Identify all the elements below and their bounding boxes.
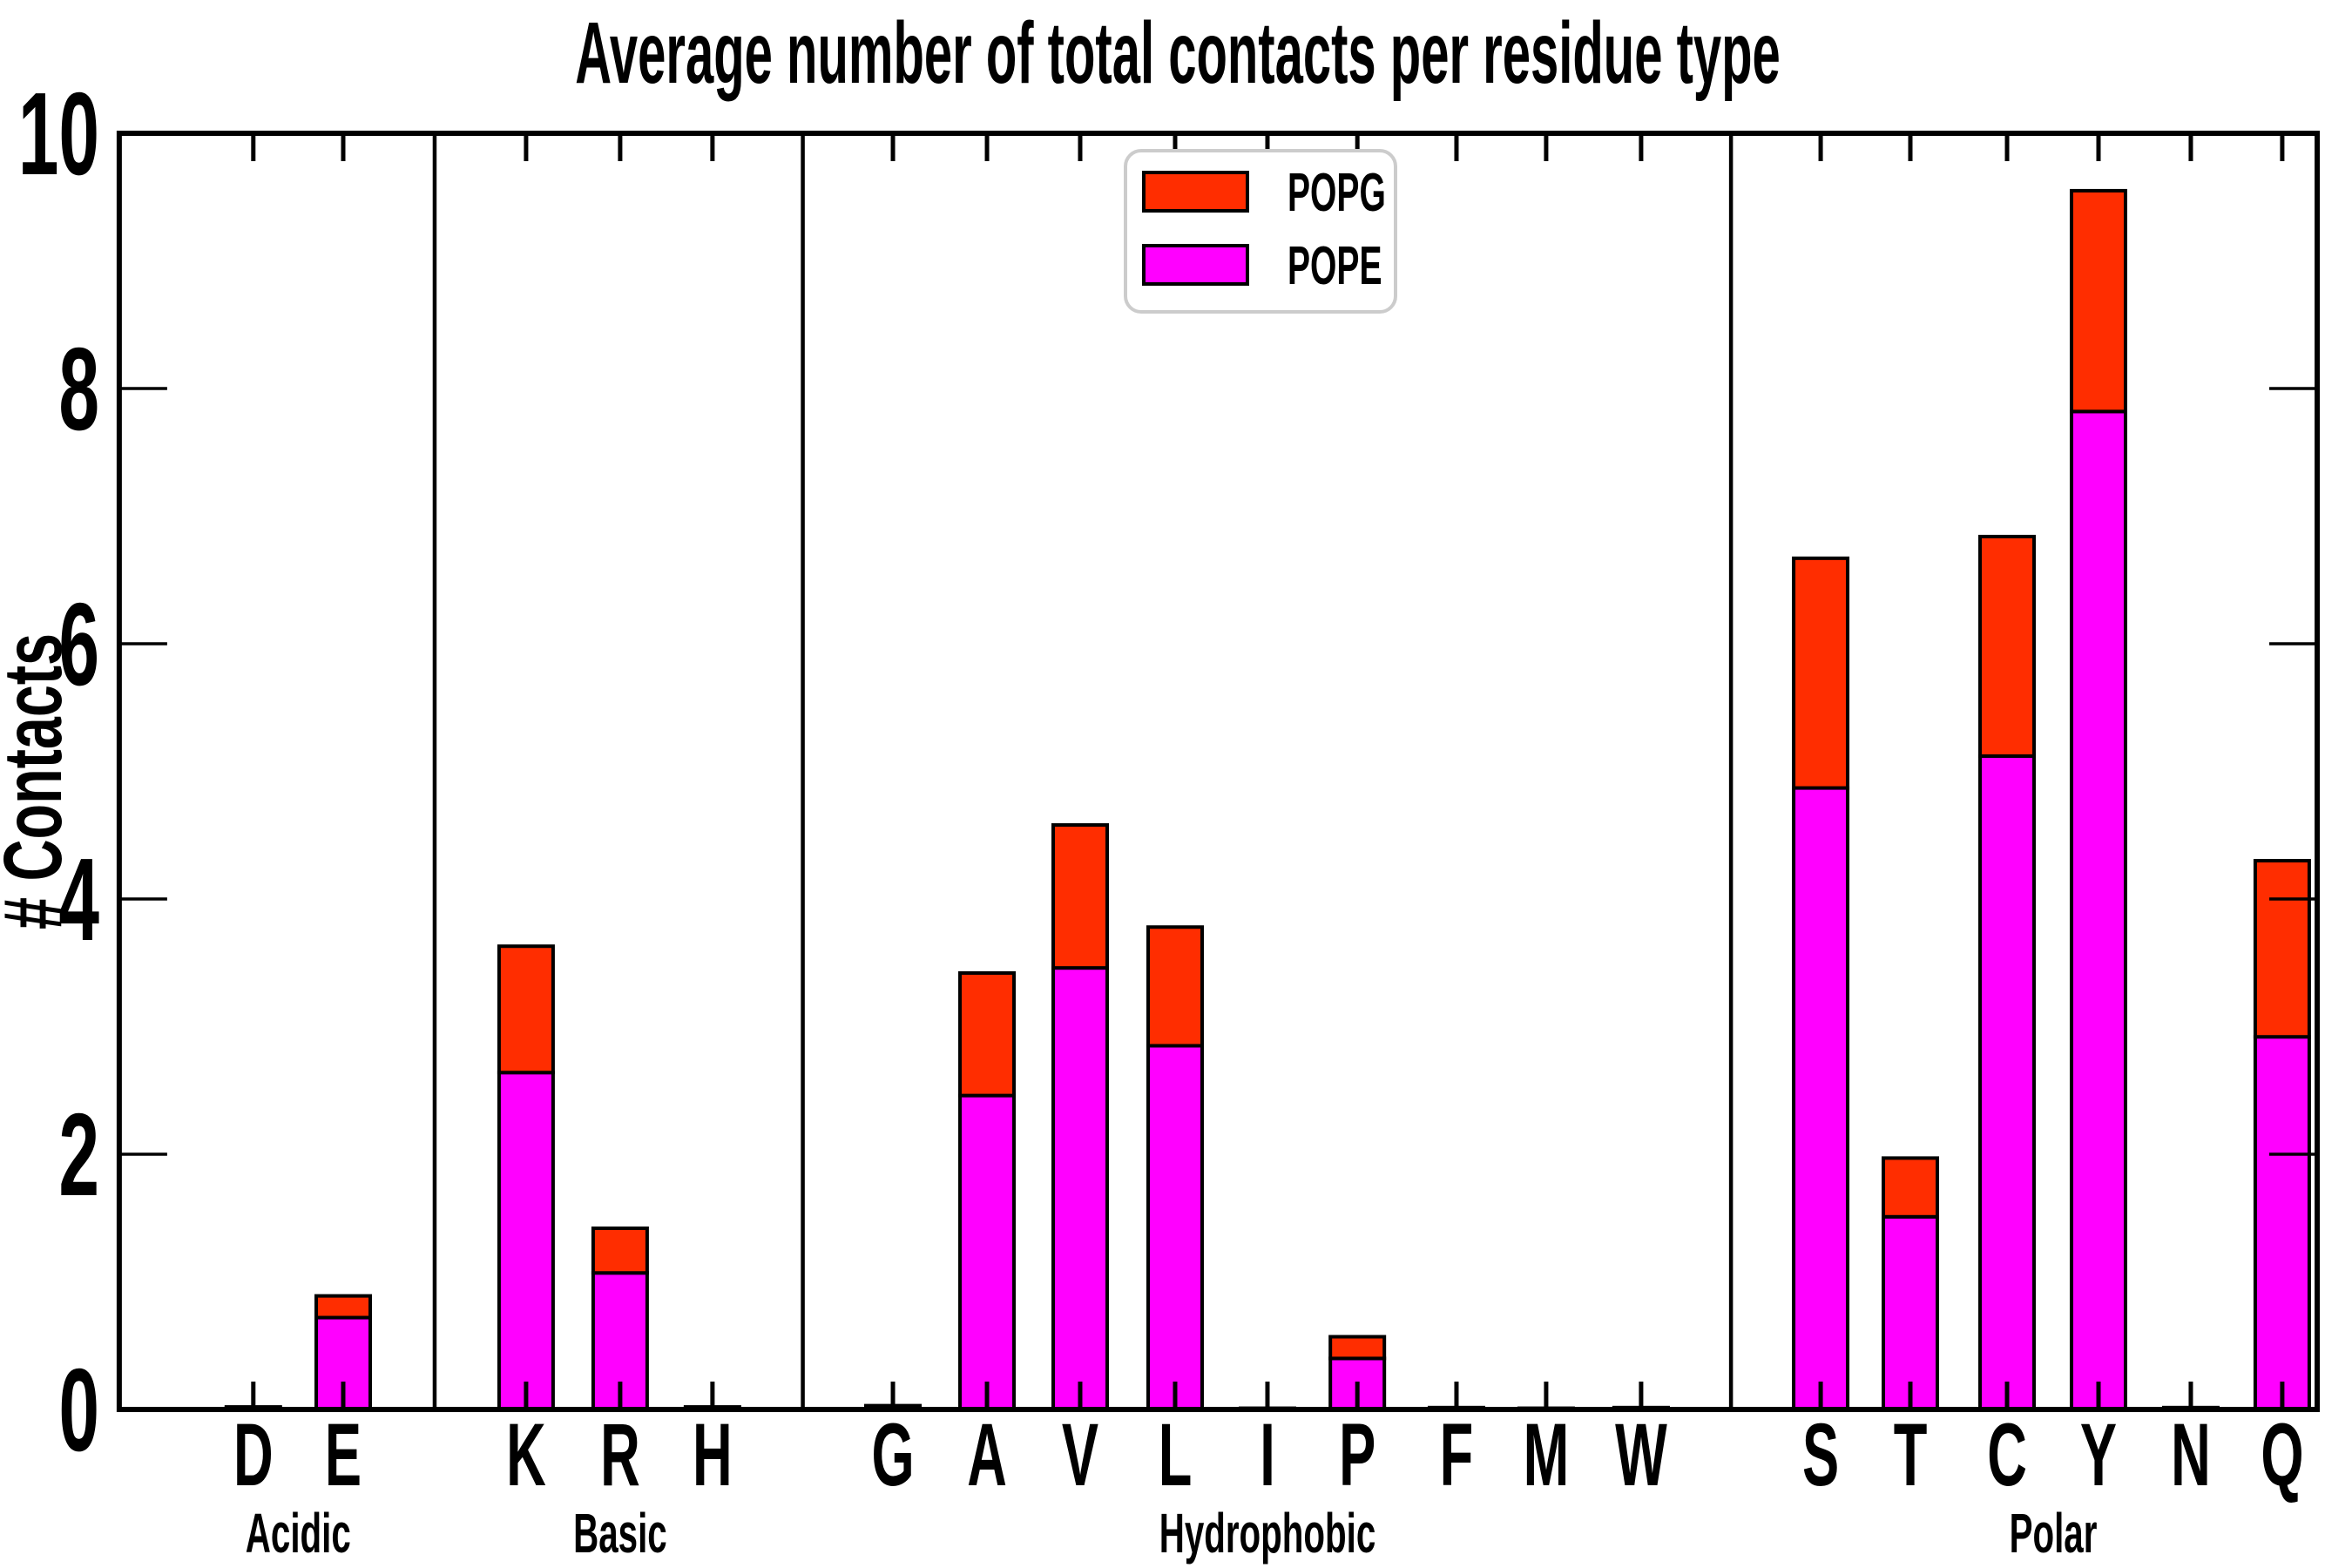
- bar-Y-popg: [2069, 188, 2127, 414]
- bar-P-popg: [1328, 1335, 1387, 1361]
- bar-S-popg: [1792, 556, 1850, 790]
- bar-E-popg: [314, 1294, 372, 1320]
- category-label-K: K: [506, 1404, 546, 1504]
- category-label-Q: Q: [2261, 1404, 2303, 1504]
- bar-L-popg: [1146, 925, 1205, 1048]
- ytick-label-8: 8: [58, 322, 99, 454]
- y-axis-label: # Contacts: [0, 633, 79, 929]
- group-label-polar: Polar: [2010, 1504, 2098, 1565]
- category-label-N: N: [2171, 1404, 2211, 1504]
- category-label-I: I: [1260, 1404, 1275, 1504]
- plot-frame: [116, 131, 2321, 1413]
- bar-Q-pope: [2253, 1035, 2311, 1412]
- group-label-hydrophobic: Hydrophobic: [1159, 1504, 1376, 1565]
- bar-Q-popg: [2253, 859, 2311, 1039]
- ytick-label-10: 10: [18, 67, 99, 199]
- bar-T-popg: [1882, 1156, 1940, 1219]
- category-label-P: P: [1339, 1404, 1375, 1504]
- ytick-label-4: 4: [58, 833, 99, 964]
- bar-R-popg: [591, 1226, 649, 1275]
- group-label-acidic: Acidic: [246, 1504, 351, 1565]
- ytick-label-6: 6: [58, 578, 99, 709]
- category-label-M: M: [1524, 1404, 1570, 1504]
- bar-L-pope: [1146, 1044, 1205, 1412]
- bar-S-pope: [1792, 786, 1850, 1412]
- legend-label-popg: POPG: [1288, 162, 1386, 222]
- category-label-S: S: [1802, 1404, 1839, 1504]
- bar-T-pope: [1882, 1214, 1940, 1412]
- bar-Y-pope: [2069, 409, 2127, 1412]
- category-label-C: C: [1987, 1404, 2027, 1504]
- category-label-V: V: [1062, 1404, 1098, 1504]
- legend-swatch-popg: [1142, 171, 1249, 213]
- category-label-W: W: [1615, 1404, 1667, 1504]
- bar-C-pope: [1978, 754, 2037, 1412]
- category-label-T: T: [1894, 1404, 1928, 1504]
- category-label-G: G: [871, 1404, 914, 1504]
- bar-A-pope: [958, 1093, 1017, 1412]
- category-label-E: E: [325, 1404, 362, 1504]
- category-label-H: H: [693, 1404, 733, 1504]
- category-label-Y: Y: [2080, 1404, 2117, 1504]
- category-label-D: D: [233, 1404, 274, 1504]
- ytick-label-2: 2: [58, 1088, 99, 1220]
- legend-swatch-pope: [1142, 244, 1249, 286]
- category-label-F: F: [1440, 1404, 1474, 1504]
- chart-title: Average number of total contacts per res…: [575, 5, 1781, 102]
- legend-label-pope: POPE: [1288, 235, 1382, 295]
- category-label-L: L: [1159, 1404, 1193, 1504]
- group-label-basic: Basic: [573, 1504, 667, 1565]
- bar-V-pope: [1051, 966, 1110, 1412]
- category-label-R: R: [600, 1404, 640, 1504]
- bar-K-popg: [497, 944, 555, 1075]
- ytick-label-0: 0: [58, 1343, 99, 1475]
- bar-V-popg: [1051, 823, 1110, 970]
- category-label-A: A: [967, 1404, 1007, 1504]
- bar-A-popg: [958, 970, 1017, 1098]
- bar-C-popg: [1978, 534, 2037, 758]
- bar-K-pope: [497, 1071, 555, 1412]
